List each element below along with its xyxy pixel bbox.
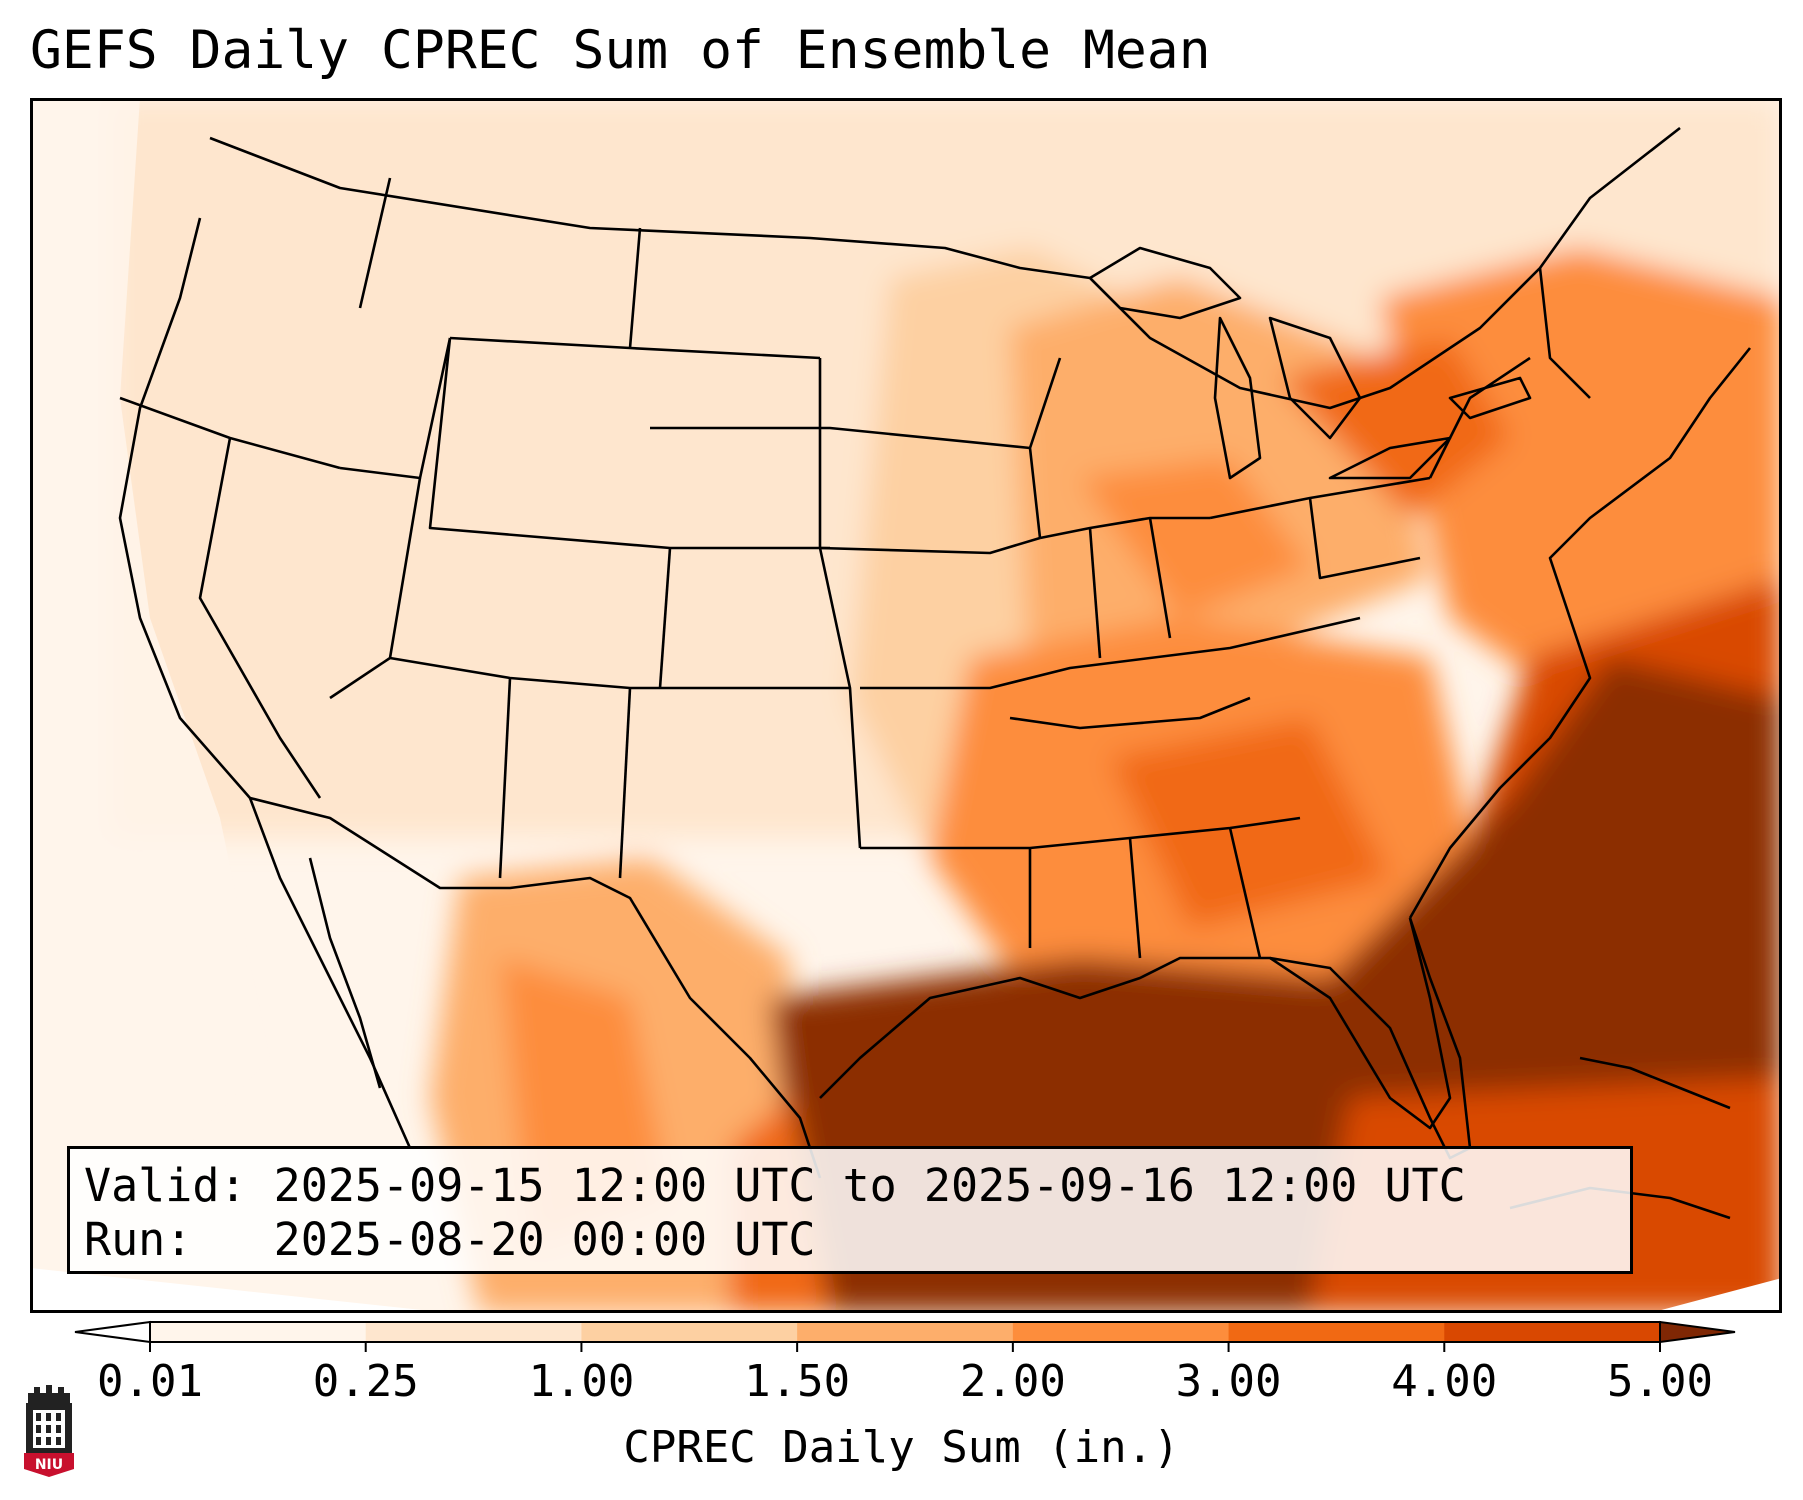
map-lower-right-blank bbox=[1650, 1278, 1782, 1313]
niu-logo: NIU bbox=[24, 1385, 74, 1477]
colorbar-tick-label: 1.00 bbox=[528, 1356, 635, 1407]
map-border bbox=[30, 98, 1782, 1313]
valid-label: Valid: bbox=[84, 1159, 247, 1212]
colorbar-tick-label: 0.25 bbox=[312, 1356, 419, 1407]
colorbar-tick-label: 3.00 bbox=[1175, 1356, 1282, 1407]
map-lower-corner-blank bbox=[30, 1268, 450, 1313]
colorbar-segment bbox=[1012, 1322, 1230, 1342]
colorbar-frame bbox=[149, 1321, 1661, 1343]
colorbar-tick-label: 2.00 bbox=[959, 1356, 1066, 1407]
logo-text: NIU bbox=[35, 1457, 63, 1473]
colorbar-tick-label: 4.00 bbox=[1391, 1356, 1498, 1407]
precipitation-map bbox=[30, 98, 1782, 1313]
colorbar-segment bbox=[581, 1322, 798, 1342]
colorbar-segment bbox=[1228, 1322, 1445, 1342]
colorbar-segment bbox=[797, 1322, 1014, 1342]
colorbar-segment bbox=[150, 1322, 367, 1342]
pacific-low-precip bbox=[30, 98, 270, 1313]
valid-time-range: 2025-09-15 12:00 UTC to 2025-09-16 12:00… bbox=[273, 1159, 1466, 1212]
colorbar bbox=[74, 1320, 1736, 1352]
colorbar-over-arrow bbox=[1659, 1320, 1736, 1344]
colorbar-label: CPREC Daily Sum (in.) bbox=[623, 1422, 1180, 1473]
colorbar-under-arrow bbox=[74, 1320, 151, 1344]
colorbar-tick-label: 1.50 bbox=[744, 1356, 851, 1407]
colorbar-segment bbox=[1444, 1322, 1661, 1342]
colorbar-segment bbox=[365, 1322, 582, 1342]
validity-info-box: Valid: 2025-09-15 12:00 UTC to 2025-09-1… bbox=[67, 1146, 1633, 1274]
colorbar-tick-label: 0.01 bbox=[97, 1356, 203, 1407]
run-time: 2025-08-20 00:00 UTC bbox=[273, 1213, 816, 1266]
run-label: Run: bbox=[84, 1213, 193, 1266]
colorbar-tick-label: 5.00 bbox=[1607, 1356, 1713, 1407]
map-title: GEFS Daily CPREC Sum of Ensemble Mean bbox=[30, 20, 1211, 81]
